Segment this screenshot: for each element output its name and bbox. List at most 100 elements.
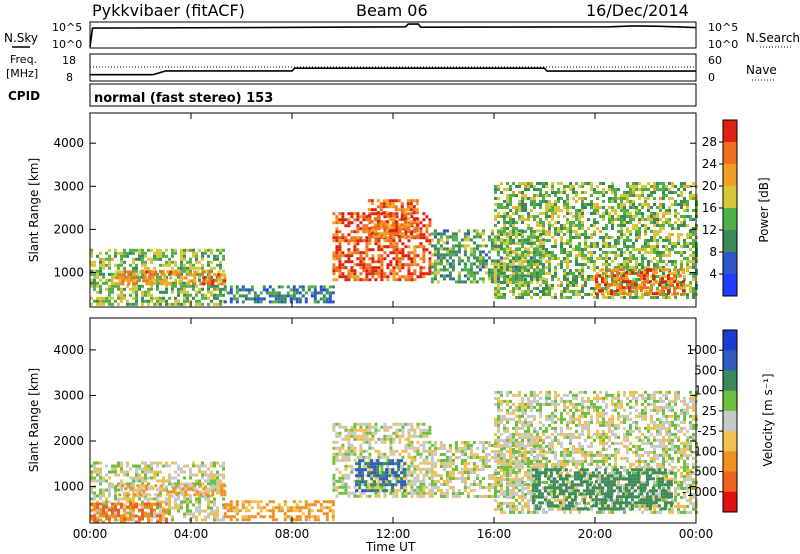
data-cell [165,520,168,524]
data-cell [604,277,607,281]
data-cell [439,235,443,239]
data-cell [115,270,119,274]
data-cell [560,230,563,233]
data-cell [509,200,512,203]
power-data [90,182,698,306]
data-cell [99,508,102,512]
data-cell [677,251,680,254]
data-cell [671,245,674,248]
data-cell [572,272,575,275]
data-cell [410,446,414,450]
data-cell [419,242,423,246]
data-cell [174,497,177,501]
data-cell [392,245,396,249]
data-cell [404,278,408,282]
data-cell [536,188,539,191]
data-cell [401,449,405,453]
data-cell [219,464,222,468]
data-cell [370,199,374,203]
data-cell [445,250,449,254]
data-cell [359,221,363,225]
data-cell [454,444,458,447]
data-cell [328,291,332,295]
data-cell [171,302,174,306]
data-cell [201,272,204,276]
data-cell [93,502,96,506]
data-cell [506,266,509,269]
data-cell [385,477,389,481]
data-cell [596,209,599,212]
data-cell [469,271,473,275]
data-cell [120,296,123,300]
data-cell [617,203,620,206]
data-cell [195,500,198,504]
data-cell [611,185,614,188]
data-cell [665,209,668,212]
data-cell [496,274,500,278]
data-cell [653,224,656,227]
freq-series-line [90,67,696,76]
data-cell [602,206,605,209]
data-cell [454,456,458,459]
data-cell [156,479,159,483]
data-cell [371,473,375,477]
data-cell [365,275,369,279]
data-cell [368,452,372,456]
data-cell [631,286,634,290]
data-cell [129,500,132,504]
data-cell [472,253,476,257]
data-cell [415,211,419,215]
data-cell [120,257,123,261]
data-cell [114,284,117,288]
data-cell [665,236,668,239]
data-cell [425,272,429,276]
data-cell [523,241,527,245]
data-cell [93,269,96,273]
data-cell [512,212,515,215]
data-cell [159,251,162,255]
data-cell [388,229,392,233]
data-cell [566,194,569,197]
data-cell [204,248,207,252]
data-cell [162,482,165,486]
data-cell [439,259,443,263]
data-cell [500,260,503,263]
data-cell [93,517,96,521]
data-cell [338,236,342,240]
data-cell [370,471,374,475]
data-cell [189,269,192,273]
data-cell [229,288,233,292]
data-cell [608,296,611,299]
data-cell [211,493,215,497]
data-cell [138,251,141,255]
data-cell [514,277,518,281]
data-cell [174,260,177,264]
data-cell [509,254,512,257]
data-cell [632,206,635,209]
data-cell [117,482,120,486]
data-cell [120,479,123,483]
data-cell [680,281,683,284]
data-cell [353,272,357,276]
data-cell [587,227,590,230]
data-cell [689,197,692,200]
data-cell [126,461,129,465]
data-cell [159,491,162,495]
data-cell [376,223,380,227]
data-cell [377,239,381,243]
data-cell [145,282,149,286]
data-cell [527,290,530,293]
data-cell [430,468,434,471]
data-cell [341,236,345,240]
data-cell [235,509,239,513]
data-cell [331,515,335,519]
data-cell [129,263,132,267]
data-cell [147,287,150,291]
data-cell [129,502,132,506]
data-cell [358,462,362,466]
data-cell [144,502,147,506]
data-cell [428,428,432,432]
data-cell [557,263,560,266]
data-cell [180,257,183,261]
data-cell [403,474,407,478]
